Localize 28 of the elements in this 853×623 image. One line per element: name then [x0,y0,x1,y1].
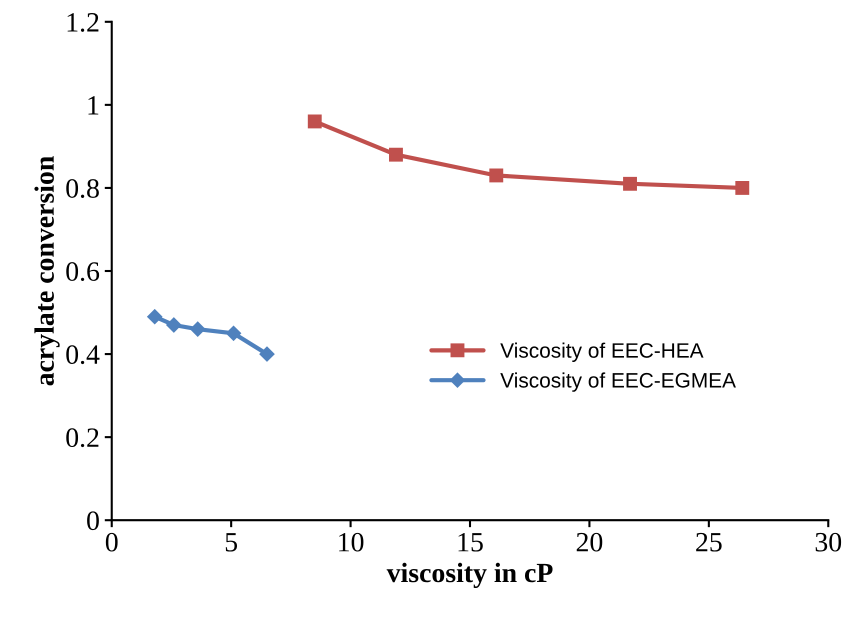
point [226,326,242,341]
x-axis-title: viscosity in cP [386,562,553,588]
y-axis-title: acrylate conversion [34,156,60,386]
y-tick-label: 0.8 [66,179,99,198]
x-tick-label: 0 [106,532,118,552]
point [389,148,403,162]
point [623,176,637,191]
point [147,309,162,324]
x-tick-label: 10 [339,532,364,552]
y-tick-label: 0.2 [66,428,98,448]
legend-label: Viscosity of EEC-HEA [500,342,704,362]
x-tick-label: 5 [226,533,238,552]
x-tick-label: 25 [696,532,722,552]
legend-label: Viscosity of EEC-EGMEA [500,372,736,392]
point [166,317,182,333]
x-tick-label: 15 [458,532,483,552]
point [259,346,275,362]
y-tick-label: 0.6 [66,262,100,282]
y-tick-label: 0 [87,511,99,530]
point [308,114,322,128]
x-tick-label: 20 [576,532,602,552]
y-tick-label: 1.2 [68,13,98,32]
y-tick-label: 0.4 [66,345,100,364]
point [190,322,206,337]
point [735,180,750,195]
y-tick-label: 1 [88,96,98,115]
point [489,168,504,182]
x-tick-label: 30 [816,532,842,552]
